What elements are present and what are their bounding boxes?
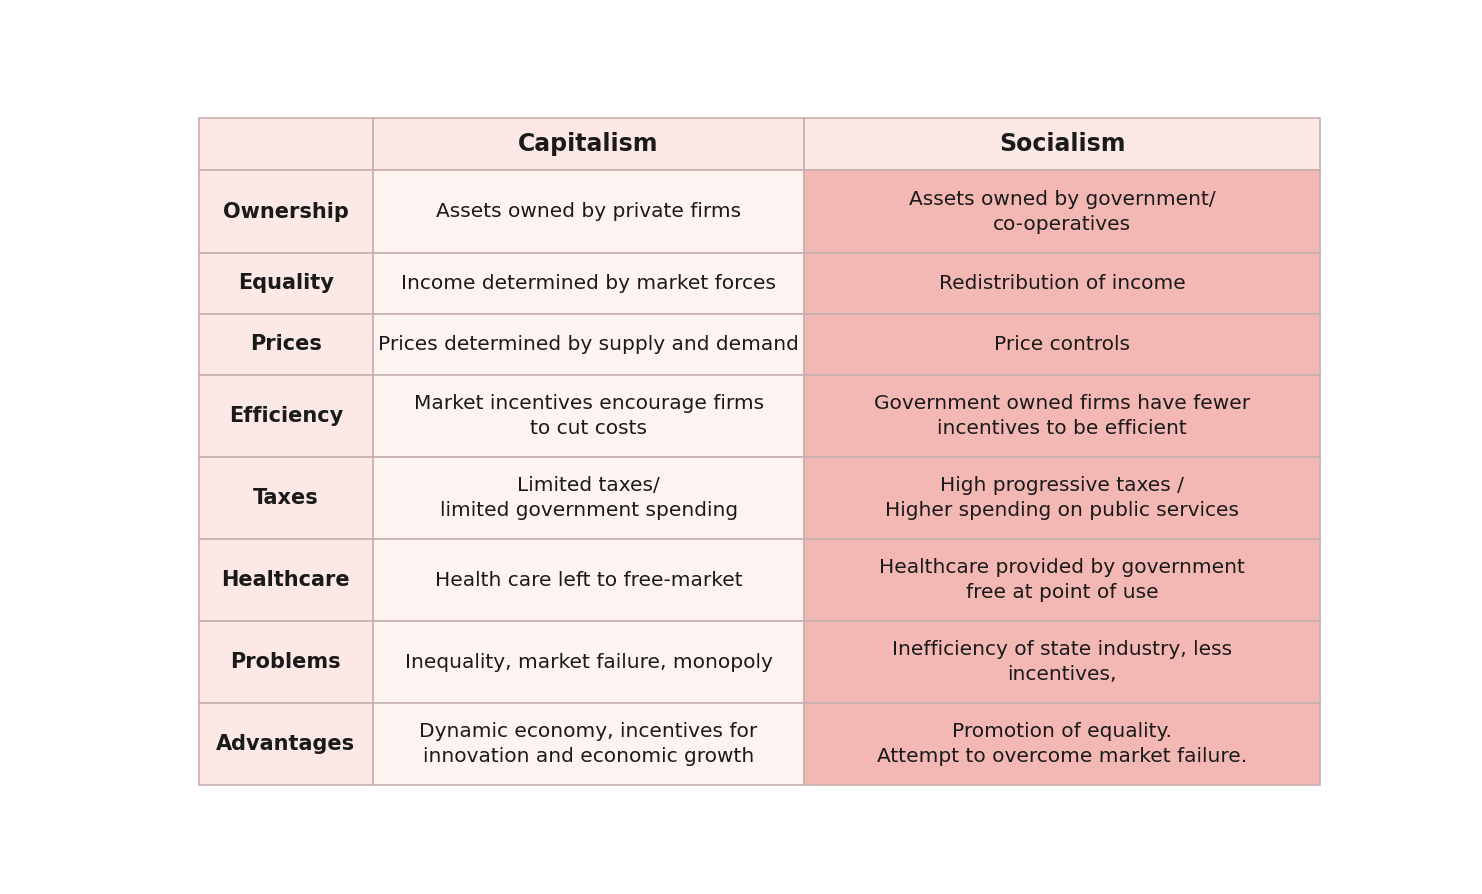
FancyBboxPatch shape: [199, 704, 373, 785]
FancyBboxPatch shape: [805, 375, 1320, 457]
FancyBboxPatch shape: [373, 375, 805, 457]
FancyBboxPatch shape: [373, 457, 805, 539]
FancyBboxPatch shape: [199, 252, 373, 314]
FancyBboxPatch shape: [373, 539, 805, 621]
FancyBboxPatch shape: [373, 704, 805, 785]
Text: Healthcare provided by government
free at point of use: Healthcare provided by government free a…: [879, 558, 1245, 603]
FancyBboxPatch shape: [805, 118, 1320, 171]
Text: Prices determined by supply and demand: Prices determined by supply and demand: [378, 335, 799, 354]
FancyBboxPatch shape: [373, 252, 805, 314]
Text: Problems: Problems: [231, 653, 341, 672]
FancyBboxPatch shape: [199, 171, 373, 252]
Text: Taxes: Taxes: [253, 488, 319, 508]
FancyBboxPatch shape: [805, 171, 1320, 252]
Text: Government owned firms have fewer
incentives to be efficient: Government owned firms have fewer incent…: [874, 394, 1251, 438]
FancyBboxPatch shape: [199, 621, 373, 704]
FancyBboxPatch shape: [199, 539, 373, 621]
Text: Ownership: Ownership: [222, 201, 348, 222]
Text: Prices: Prices: [250, 334, 322, 354]
Text: Efficiency: Efficiency: [228, 406, 342, 426]
Text: Assets owned by government/
co-operatives: Assets owned by government/ co-operative…: [908, 190, 1215, 233]
FancyBboxPatch shape: [199, 375, 373, 457]
Text: Capitalism: Capitalism: [519, 132, 659, 156]
Text: Equality: Equality: [239, 274, 333, 293]
Text: Inefficiency of state industry, less
incentives,: Inefficiency of state industry, less inc…: [892, 640, 1232, 684]
Text: Income determined by market forces: Income determined by market forces: [402, 274, 777, 292]
FancyBboxPatch shape: [805, 314, 1320, 375]
FancyBboxPatch shape: [199, 457, 373, 539]
FancyBboxPatch shape: [805, 539, 1320, 621]
Text: Advantages: Advantages: [216, 734, 356, 755]
FancyBboxPatch shape: [805, 704, 1320, 785]
FancyBboxPatch shape: [805, 252, 1320, 314]
Text: Market incentives encourage firms
to cut costs: Market incentives encourage firms to cut…: [413, 394, 763, 438]
Text: Socialism: Socialism: [999, 132, 1125, 156]
FancyBboxPatch shape: [373, 314, 805, 375]
FancyBboxPatch shape: [199, 118, 373, 171]
Text: Price controls: Price controls: [994, 335, 1131, 354]
FancyBboxPatch shape: [373, 118, 805, 171]
Text: High progressive taxes /
Higher spending on public services: High progressive taxes / Higher spending…: [885, 477, 1239, 520]
Text: Redistribution of income: Redistribution of income: [938, 274, 1186, 292]
Text: Inequality, market failure, monopoly: Inequality, market failure, monopoly: [405, 653, 772, 671]
Text: Assets owned by private firms: Assets owned by private firms: [436, 202, 741, 221]
Text: Limited taxes/
limited government spending: Limited taxes/ limited government spendi…: [440, 477, 738, 520]
FancyBboxPatch shape: [805, 621, 1320, 704]
Text: Health care left to free-market: Health care left to free-market: [434, 570, 742, 590]
Text: Promotion of equality.
Attempt to overcome market failure.: Promotion of equality. Attempt to overco…: [877, 722, 1248, 766]
FancyBboxPatch shape: [373, 621, 805, 704]
Text: Healthcare: Healthcare: [222, 570, 350, 590]
Text: Dynamic economy, incentives for
innovation and economic growth: Dynamic economy, incentives for innovati…: [419, 722, 757, 766]
FancyBboxPatch shape: [373, 171, 805, 252]
FancyBboxPatch shape: [199, 314, 373, 375]
FancyBboxPatch shape: [805, 457, 1320, 539]
